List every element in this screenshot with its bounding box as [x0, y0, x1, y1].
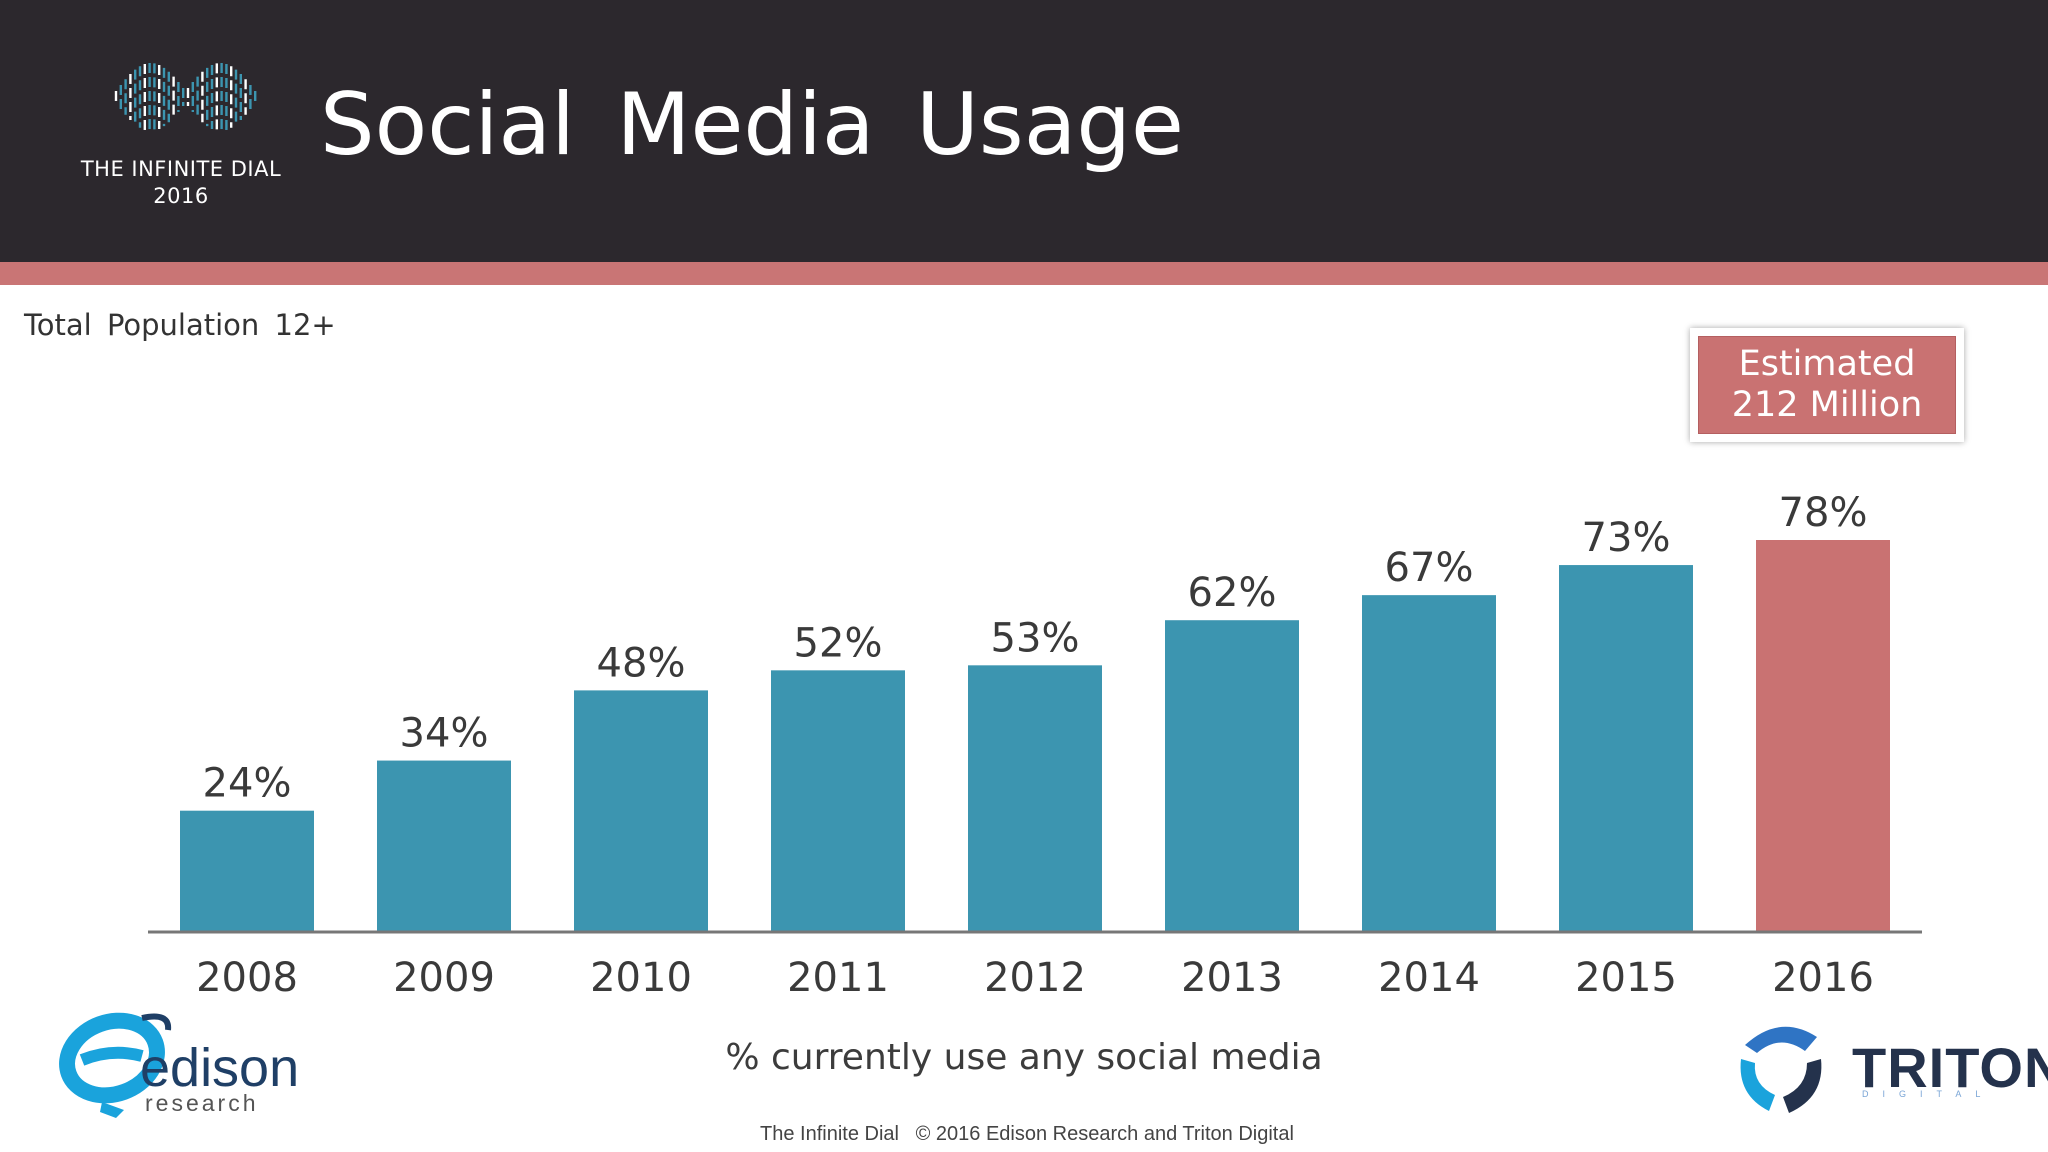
- category-label-2013: 2013: [1181, 955, 1283, 1001]
- bar-2013: [1165, 620, 1299, 931]
- header-banner: THE INFINITE DIAL 2016 Social Media Usag…: [0, 0, 2048, 262]
- category-label-2014: 2014: [1378, 955, 1480, 1001]
- value-label-2016: 78%: [1779, 490, 1868, 536]
- category-label-2011: 2011: [787, 955, 889, 1001]
- value-label-2009: 34%: [400, 711, 489, 757]
- edison-logo-icon: [59, 1012, 172, 1118]
- category-label-2015: 2015: [1575, 955, 1677, 1001]
- value-label-2008: 24%: [203, 761, 292, 807]
- category-label-2012: 2012: [984, 955, 1086, 1001]
- logo-name: THE INFINITE DIAL: [80, 157, 282, 181]
- page-title: Social Media Usage: [320, 75, 1184, 175]
- bar-2014: [1362, 595, 1496, 931]
- edison-wordmark: edison: [140, 1038, 300, 1098]
- value-label-2012: 53%: [991, 615, 1080, 661]
- copyright-text: The Infinite Dial © 2016 Edison Research…: [760, 1123, 1294, 1145]
- triton-wordmark: TRITON: [1852, 1036, 2048, 1099]
- value-label-2015: 73%: [1582, 515, 1671, 561]
- triton-subtext: DIGITAL: [1862, 1089, 1995, 1099]
- value-label-2014: 67%: [1385, 545, 1474, 591]
- bar-2016: [1756, 540, 1890, 931]
- value-label-2010: 48%: [597, 640, 686, 686]
- bar-2010: [574, 690, 708, 931]
- edison-subtext: research: [145, 1090, 259, 1116]
- category-label-2008: 2008: [196, 955, 298, 1001]
- logo-text: THE INFINITE DIAL 2016: [60, 156, 302, 210]
- accent-bar: [0, 262, 2048, 285]
- callout-line-2: 212 Million: [1731, 385, 1923, 425]
- bar-2011: [771, 670, 905, 931]
- callout-line-1: Estimated: [1738, 344, 1916, 384]
- chart-subtitle: Total Population 12+: [24, 308, 336, 342]
- bar-2008: [180, 810, 314, 931]
- category-label-2016: 2016: [1772, 955, 1874, 1001]
- value-label-2011: 52%: [794, 620, 883, 666]
- bar-2009: [377, 760, 511, 931]
- triton-logo-icon: [1740, 1026, 1822, 1113]
- category-label-2009: 2009: [393, 955, 495, 1001]
- estimate-callout: Estimated 212 Million: [1690, 328, 1964, 442]
- bar-2012: [968, 665, 1102, 931]
- bar-2015: [1559, 565, 1693, 931]
- value-label-2013: 62%: [1188, 570, 1277, 616]
- infinite-dial-logo-icon: [114, 63, 257, 131]
- category-label-2010: 2010: [590, 955, 692, 1001]
- x-axis-caption: % currently use any social media: [725, 1037, 1323, 1078]
- logo-year: 2016: [153, 184, 209, 208]
- estimate-callout-box: Estimated 212 Million: [1698, 336, 1956, 434]
